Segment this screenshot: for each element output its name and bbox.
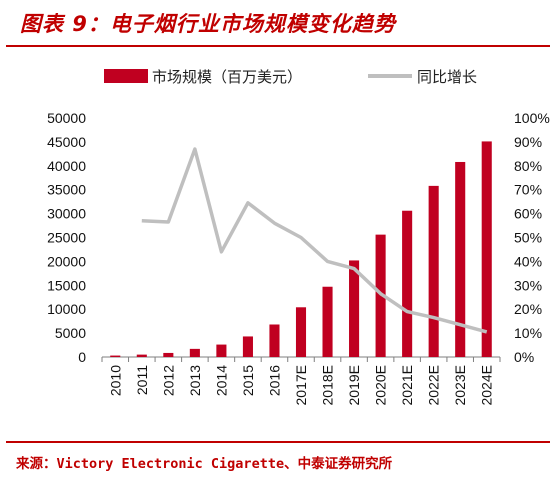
growth-line-series xyxy=(141,147,488,334)
y-right-tick-label: 90% xyxy=(514,134,542,150)
y-right-tick-label: 10% xyxy=(514,325,542,341)
bar-2017E xyxy=(295,307,307,357)
bar-series xyxy=(110,141,492,357)
x-tick-label: 2019E xyxy=(346,365,362,405)
y-right-tick-label: 40% xyxy=(514,253,542,269)
y-right-tick-label: 70% xyxy=(514,182,542,198)
x-tick-label: 2014 xyxy=(213,365,229,396)
y-right-tick-label: 30% xyxy=(514,277,542,293)
y-left-tick-label: 5000 xyxy=(55,325,86,341)
y-left-tick-label: 0 xyxy=(78,349,86,365)
legend-bar-label: 市场规模（百万美元） xyxy=(152,68,302,86)
legend-bar-swatch xyxy=(104,69,148,83)
bar-2023E xyxy=(455,161,466,357)
x-tick-label: 2015 xyxy=(240,365,256,396)
x-tick-label: 2010 xyxy=(107,365,123,396)
bar-2012 xyxy=(163,352,174,357)
y-left-tick-label: 20000 xyxy=(47,253,86,269)
y-right-tick-label: 50% xyxy=(514,230,542,246)
y-left-tick-label: 25000 xyxy=(47,230,86,246)
y-right-tick-label: 60% xyxy=(514,206,542,222)
y-left-tick-label: 30000 xyxy=(47,206,86,222)
bar-2014 xyxy=(216,344,227,357)
y-left-tick-label: 45000 xyxy=(47,134,86,150)
source-note: 来源：Victory Electronic Cigarette、中泰证券研究所 xyxy=(16,456,393,472)
y-right-tick-label: 0% xyxy=(514,349,534,365)
title-text: 图表 9：电子烟行业市场规模变化趋势 xyxy=(20,12,396,36)
x-tick-label: 2012 xyxy=(160,365,176,396)
bar-2019E xyxy=(349,260,360,357)
bar-2013 xyxy=(189,348,200,357)
bar-2022E xyxy=(428,185,439,357)
y-left-tick-label: 35000 xyxy=(47,182,86,198)
title-rule xyxy=(6,45,550,47)
bar-2024E xyxy=(481,141,492,357)
x-axis-labels: 2010 2011 2012 2013 2014 2015 2016 2017E 2018E 20… xyxy=(107,365,494,406)
y-right-axis-labels: 0% 10% 20% 30% 40% 50% 60% 70% 80% 90% 100% xyxy=(514,110,550,365)
x-tick-label: 2011 xyxy=(134,365,150,395)
y-right-tick-label: 20% xyxy=(514,301,542,317)
bar-2020E xyxy=(375,234,386,357)
source-rule xyxy=(6,441,550,443)
bar-2018E xyxy=(322,286,333,357)
x-tick-label: 2020E xyxy=(373,365,389,405)
x-tick-label: 2022E xyxy=(426,365,442,405)
y-left-tick-label: 10000 xyxy=(47,301,86,317)
y-right-tick-label: 80% xyxy=(514,158,542,174)
bar-2010 xyxy=(110,355,121,357)
bar-2016 xyxy=(269,324,280,357)
y-right-tick-label: 100% xyxy=(514,110,550,126)
x-tick-label: 2021E xyxy=(399,365,415,405)
bar-2015 xyxy=(242,336,253,357)
y-left-tick-label: 50000 xyxy=(47,110,86,126)
x-tick-label: 2016 xyxy=(266,365,282,396)
x-tick-label: 2013 xyxy=(187,365,203,396)
legend: 市场规模（百万美元） 同比增长 xyxy=(104,68,477,86)
x-tick-label: 2017E xyxy=(293,365,309,405)
legend-line-label: 同比增长 xyxy=(417,68,477,86)
y-left-tick-label: 15000 xyxy=(47,277,86,293)
chart-title: 图表 9：电子烟行业市场规模变化趋势 xyxy=(20,8,396,38)
x-tick-label: 2023E xyxy=(452,365,468,405)
bar-2011 xyxy=(136,354,147,357)
growth-line xyxy=(141,147,488,334)
y-left-axis-labels: 0 5000 10000 15000 20000 25000 30000 35000 40000… xyxy=(47,110,86,365)
axes xyxy=(101,356,501,362)
bar-2021E xyxy=(402,210,413,357)
x-tick-label: 2018E xyxy=(320,365,336,405)
x-tick-label: 2024E xyxy=(479,365,495,405)
y-left-tick-label: 40000 xyxy=(47,158,86,174)
